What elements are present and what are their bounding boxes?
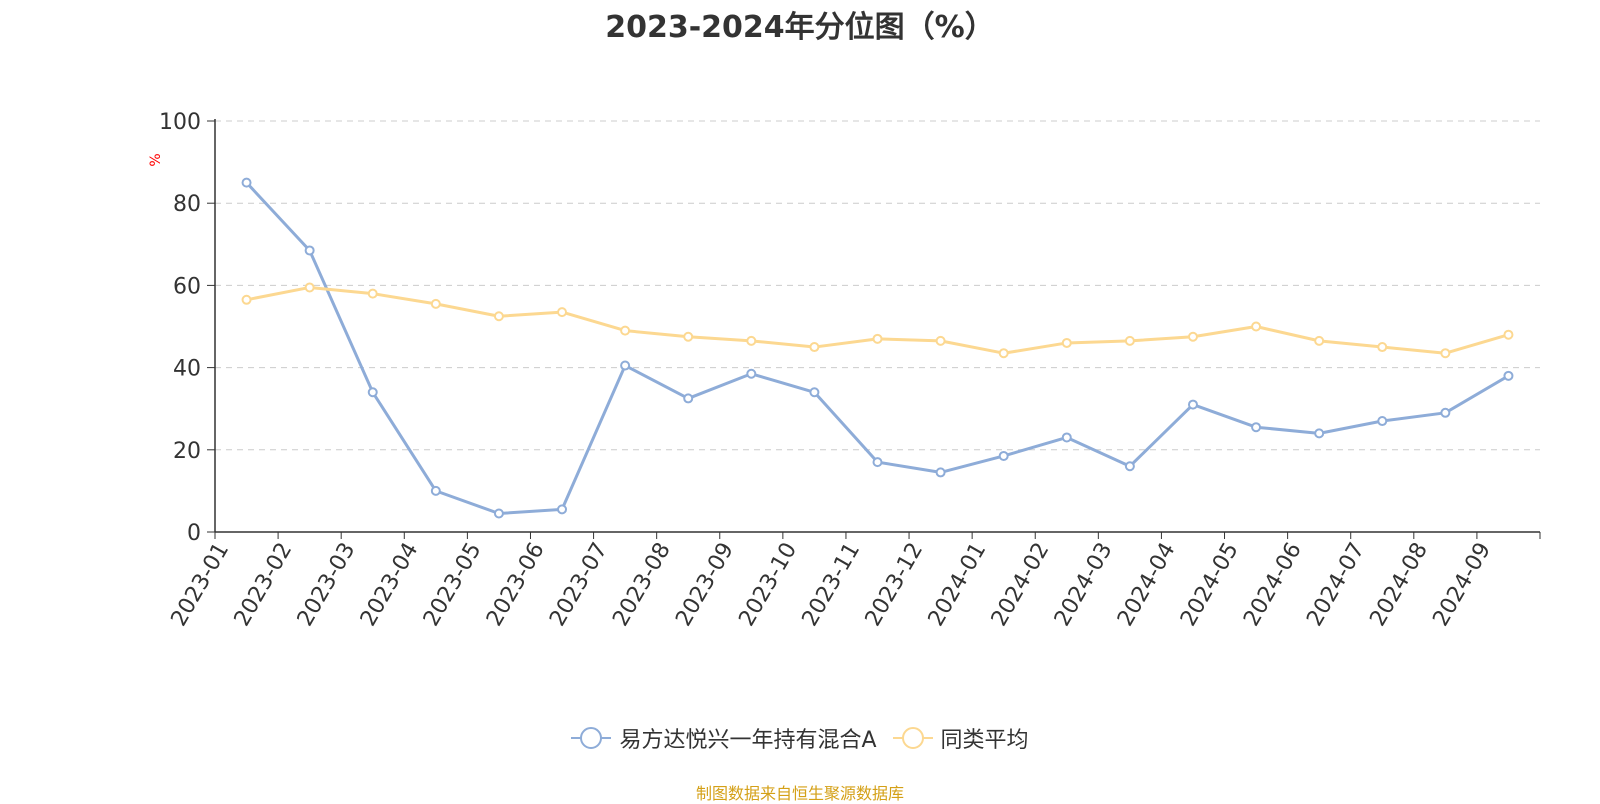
data-point-s0-2024-07 bbox=[1377, 416, 1388, 427]
data-point-s0-2023-05 bbox=[493, 508, 504, 519]
data-point-s0-2023-11 bbox=[872, 457, 883, 468]
y-tick-label-0: 0 bbox=[187, 521, 201, 546]
data-point-s0-2023-01 bbox=[241, 177, 252, 188]
x-tick-label-2024-04: 2024-04 bbox=[1113, 539, 1181, 631]
x-tick-label-2023-07: 2023-07 bbox=[545, 539, 613, 631]
x-tick-label-2024-07: 2024-07 bbox=[1302, 539, 1370, 631]
x-tick-label-2023-10: 2023-10 bbox=[734, 539, 802, 631]
data-point-s1-2023-02 bbox=[304, 282, 315, 293]
x-tick-label-2023-02: 2023-02 bbox=[230, 539, 298, 631]
legend-label-fund: 易方达悦兴一年持有混合A bbox=[619, 728, 877, 753]
y-tick-label-40: 40 bbox=[173, 357, 201, 382]
x-tick-label-2024-03: 2024-03 bbox=[1050, 539, 1118, 631]
data-point-s1-2023-05 bbox=[493, 311, 504, 322]
data-point-s1-2023-10 bbox=[809, 342, 820, 353]
data-point-s0-2024-04 bbox=[1187, 399, 1198, 410]
x-tick-label-2023-06: 2023-06 bbox=[482, 539, 550, 631]
legend-swatch-average-icon bbox=[892, 727, 933, 749]
data-point-s0-2024-09 bbox=[1503, 370, 1514, 381]
data-point-s1-2023-07 bbox=[620, 325, 631, 336]
data-point-s1-2023-12 bbox=[935, 335, 946, 346]
data-point-s0-2023-08 bbox=[683, 393, 694, 404]
data-point-s1-2023-08 bbox=[683, 331, 694, 342]
data-point-s0-2023-04 bbox=[430, 485, 441, 496]
data-point-s0-2024-06 bbox=[1314, 428, 1325, 439]
data-point-s1-2023-04 bbox=[430, 298, 441, 309]
data-point-s1-2023-09 bbox=[746, 335, 757, 346]
x-tick-label-2023-11: 2023-11 bbox=[798, 539, 866, 631]
data-point-s1-2024-01 bbox=[998, 348, 1009, 359]
data-point-s1-2023-11 bbox=[872, 333, 883, 344]
data-point-s0-2024-03 bbox=[1124, 461, 1135, 472]
data-point-s1-2024-06 bbox=[1314, 335, 1325, 346]
data-point-s0-2024-02 bbox=[1061, 432, 1072, 443]
x-tick-label-2023-09: 2023-09 bbox=[671, 539, 739, 631]
line-chart: 0 20 40 60 80 100 2023-012023-022023-032023-04… bbox=[148, 110, 1541, 631]
x-tick-label-2024-01: 2024-01 bbox=[924, 538, 992, 630]
chart-title: 2023-2024年分位图（%） bbox=[605, 10, 995, 45]
data-point-s1-2023-03 bbox=[367, 288, 378, 299]
data-point-s1-2024-07 bbox=[1377, 342, 1388, 353]
data-point-s0-2023-06 bbox=[557, 504, 568, 515]
x-tick-label-2024-02: 2024-02 bbox=[987, 539, 1055, 631]
y-tick-label-100: 100 bbox=[159, 110, 201, 135]
legend-item-average[interactable]: 同类平均 bbox=[892, 722, 1029, 754]
legend-swatch-fund-icon bbox=[571, 727, 612, 749]
data-point-s0-2023-12 bbox=[935, 467, 946, 478]
series-lines bbox=[241, 177, 1514, 519]
legend-label-average: 同类平均 bbox=[940, 728, 1029, 753]
data-point-s1-2024-03 bbox=[1124, 335, 1135, 346]
x-tick-label-2023-08: 2023-08 bbox=[608, 539, 676, 631]
x-tick-label-2024-05: 2024-05 bbox=[1176, 539, 1244, 631]
data-point-s0-2023-10 bbox=[809, 387, 820, 398]
data-point-s1-2024-04 bbox=[1187, 331, 1198, 342]
x-tick-label-2023-04: 2023-04 bbox=[356, 539, 424, 631]
x-tick-label-2023-05: 2023-05 bbox=[419, 539, 487, 631]
data-point-s1-2024-02 bbox=[1061, 337, 1072, 348]
legend: 易方达悦兴一年持有混合A 同类平均 bbox=[0, 722, 1600, 754]
data-point-s1-2024-05 bbox=[1251, 321, 1262, 332]
x-tick-label-2023-12: 2023-12 bbox=[861, 539, 929, 631]
data-point-s0-2023-07 bbox=[620, 360, 631, 371]
data-point-s1-2024-08 bbox=[1440, 348, 1451, 359]
gridlines bbox=[215, 120, 1540, 451]
data-point-s0-2023-02 bbox=[304, 245, 315, 256]
data-point-s0-2023-03 bbox=[367, 387, 378, 398]
data-point-s1-2024-09 bbox=[1503, 329, 1514, 340]
y-tick-label-60: 60 bbox=[173, 274, 201, 299]
data-point-s0-2024-08 bbox=[1440, 407, 1451, 418]
data-point-s1-2023-06 bbox=[557, 307, 568, 318]
x-tick-label-2023-01: 2023-01 bbox=[167, 539, 235, 631]
axes: 0 20 40 60 80 100 2023-012023-022023-032023-04… bbox=[159, 110, 1541, 631]
legend-item-fund[interactable]: 易方达悦兴一年持有混合A bbox=[571, 722, 877, 754]
x-tick-label-2023-03: 2023-03 bbox=[293, 539, 361, 631]
data-point-s0-2024-05 bbox=[1251, 422, 1262, 433]
data-source-note: 制图数据来自恒生聚源数据库 bbox=[695, 784, 904, 803]
data-point-s1-2023-01 bbox=[241, 294, 252, 305]
x-tick-label-2024-08: 2024-08 bbox=[1365, 539, 1433, 631]
y-tick-label-20: 20 bbox=[173, 439, 201, 464]
y-tick-label-80: 80 bbox=[173, 192, 201, 217]
y-axis-label: % bbox=[148, 153, 164, 166]
data-point-s0-2024-01 bbox=[998, 450, 1009, 461]
x-tick-label-2024-06: 2024-06 bbox=[1239, 539, 1307, 631]
x-tick-label-2024-09: 2024-09 bbox=[1428, 539, 1496, 631]
data-point-s0-2023-09 bbox=[746, 368, 757, 379]
